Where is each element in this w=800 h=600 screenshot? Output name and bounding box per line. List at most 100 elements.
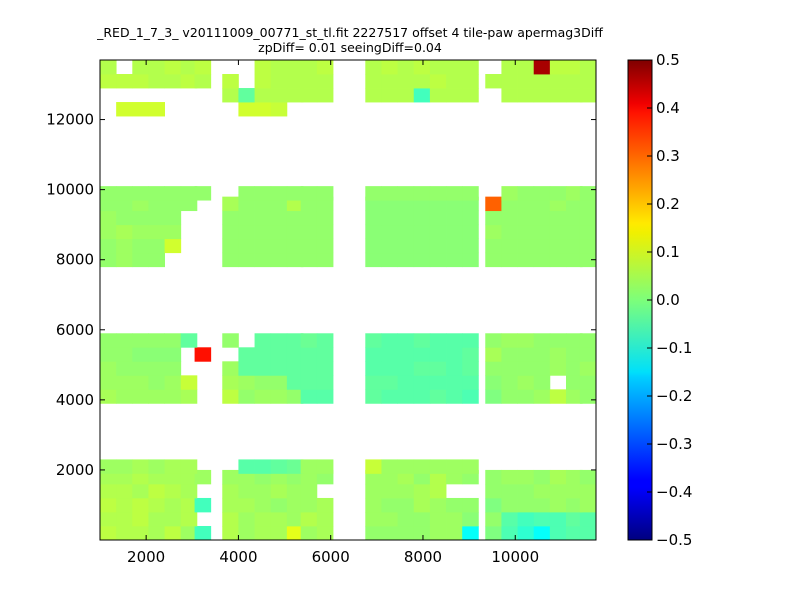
heatmap-cell <box>566 347 583 362</box>
heatmap-cell <box>381 483 398 499</box>
heatmap-cell <box>381 497 398 513</box>
heatmap-cell <box>566 375 583 390</box>
heatmap-cell <box>164 497 182 513</box>
heatmap-cell <box>579 375 596 390</box>
heatmap-cell <box>549 74 567 89</box>
heatmap-cell <box>180 459 198 474</box>
heatmap-cell <box>286 483 304 499</box>
heatmap-cell <box>116 224 133 240</box>
heatmap-cell <box>381 74 398 89</box>
heatmap-cell <box>100 483 117 499</box>
heatmap-cell <box>381 224 398 240</box>
heatmap-cell <box>397 361 415 376</box>
heatmap-cell <box>286 389 304 404</box>
heatmap-cell <box>365 511 382 527</box>
heatmap-cell <box>446 186 463 201</box>
heatmap-cell <box>164 389 182 404</box>
heatmap-cell <box>501 74 518 89</box>
heatmap-cell <box>501 469 518 485</box>
heatmap-cell <box>381 347 398 362</box>
heatmap-cell <box>485 196 502 212</box>
heatmap-cell <box>148 102 165 117</box>
heatmap-cell <box>485 252 502 268</box>
heatmap-cell <box>533 210 551 226</box>
heatmap-cell <box>517 252 535 268</box>
heatmap-cell <box>485 238 502 254</box>
heatmap-cell <box>254 459 272 474</box>
heatmap-cell <box>116 389 133 404</box>
heatmap-cell <box>501 186 518 201</box>
y-tick-label: 8000 <box>56 251 94 269</box>
heatmap-cell <box>270 375 288 390</box>
heatmap-cell <box>381 186 398 201</box>
heatmap-cell <box>116 333 133 348</box>
heatmap-cell <box>429 525 447 540</box>
heatmap-cell <box>132 389 149 404</box>
heatmap-cell <box>164 361 182 376</box>
heatmap-cell <box>100 60 117 75</box>
heatmap-cell <box>579 88 596 103</box>
heatmap-cell <box>365 224 382 240</box>
heatmap-cell <box>462 497 479 513</box>
heatmap-cell <box>501 224 518 240</box>
heatmap-cell <box>429 483 447 499</box>
heatmap-cell <box>517 333 535 348</box>
heatmap-cell <box>254 333 272 348</box>
heatmap-cell <box>100 347 117 362</box>
heatmap-cell <box>566 74 583 89</box>
heatmap-cell <box>316 525 334 540</box>
heatmap-cell <box>566 88 583 103</box>
heatmap-cell <box>549 238 567 254</box>
y-axis: 2000 4000 6000 8000 10000 12000 <box>46 111 596 479</box>
heatmap-cell <box>485 525 502 540</box>
heatmap-cell <box>446 224 463 240</box>
heatmap-cell <box>446 525 463 540</box>
plot-frame <box>99 59 597 541</box>
heatmap-cell <box>579 238 596 254</box>
heatmap-cell <box>286 210 304 226</box>
heatmap-cell <box>270 347 288 362</box>
heatmap-cell <box>132 252 149 268</box>
heatmap-cell <box>316 74 334 89</box>
heatmap-cell <box>164 525 182 540</box>
heatmap-cell <box>501 525 518 540</box>
heatmap-cell <box>517 60 535 75</box>
heatmap-cell <box>180 483 198 499</box>
heatmap-cell <box>254 210 272 226</box>
heatmap-cell <box>429 333 447 348</box>
heatmap-cell <box>270 497 288 513</box>
heatmap-cell <box>566 238 583 254</box>
heatmap-cell <box>286 333 304 348</box>
heatmap-cell <box>132 459 149 474</box>
heatmap-cell <box>579 224 596 240</box>
heatmap-cell <box>164 186 182 201</box>
heatmap-cell <box>365 497 382 513</box>
heatmap-cell <box>381 210 398 226</box>
heatmap-cell <box>270 252 288 268</box>
heatmap-cell <box>254 252 272 268</box>
heatmap-cell <box>270 210 288 226</box>
heatmap-cell <box>254 60 272 75</box>
heatmap-cell <box>300 74 318 89</box>
heatmap-cell <box>429 210 447 226</box>
heatmap-cell <box>533 347 551 362</box>
heatmap-cell <box>429 186 447 201</box>
heatmap-cell <box>238 361 255 376</box>
heatmap-cell <box>164 347 182 362</box>
heatmap-cell <box>316 511 334 527</box>
heatmap-cell <box>194 469 212 485</box>
heatmap-cell <box>316 375 334 390</box>
heatmap-cell <box>566 469 583 485</box>
heatmap-cell <box>316 497 334 513</box>
heatmap-cell <box>270 186 288 201</box>
heatmap-cell <box>365 459 382 474</box>
colorbar-tick-label: 0.1 <box>656 243 680 261</box>
heatmap-cell <box>180 525 198 540</box>
heatmap-cell <box>100 186 117 201</box>
heatmap-cell <box>164 210 182 226</box>
heatmap-cell <box>517 511 535 527</box>
heatmap-cell <box>517 375 535 390</box>
heatmap-cell <box>132 361 149 376</box>
heatmap-cell <box>549 525 567 540</box>
heatmap-cell <box>397 333 415 348</box>
